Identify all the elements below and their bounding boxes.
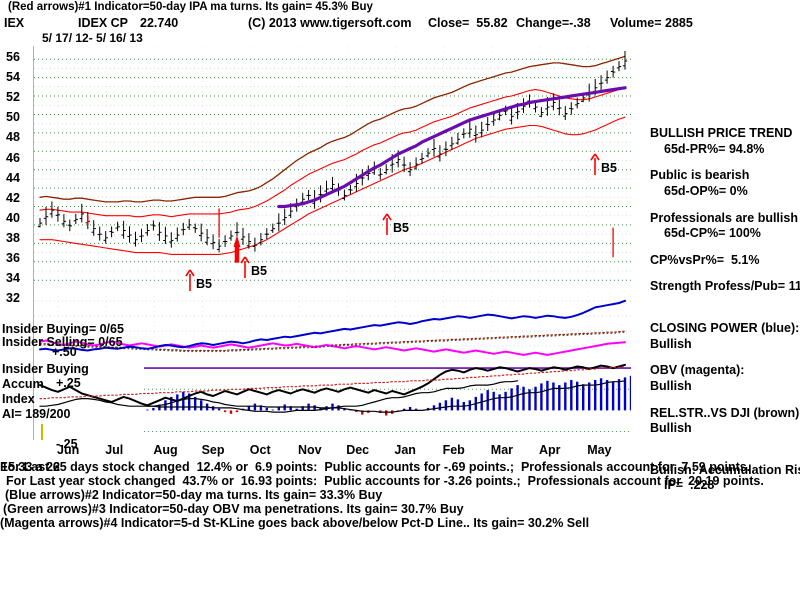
ticker-symbol: IEX — [4, 16, 25, 30]
month-tick: Jun — [57, 443, 80, 457]
month-tick: Sep — [201, 443, 225, 457]
volume-value: Volume= 2885 — [610, 16, 693, 30]
info-group: Public is bearish 65d-OP%= 0% — [650, 168, 800, 199]
price-tick: 40 — [6, 210, 20, 225]
price-tick: 54 — [6, 70, 20, 85]
up-arrow-icon — [382, 213, 392, 235]
price-tick: 50 — [6, 110, 20, 125]
price-tick: 44 — [6, 170, 20, 185]
subtick-plus-25: +.25 — [56, 376, 81, 390]
subtick-minus-25: - 25 — [56, 437, 78, 451]
info-status: Bullish — [650, 378, 692, 393]
price-tick: 42 — [6, 190, 20, 205]
month-tick: May — [587, 443, 612, 457]
info-group: CP%vsPr%= 5.1% — [650, 253, 800, 269]
close-price: Close= 55.82 — [428, 16, 508, 30]
chart-canvas — [34, 46, 631, 440]
info-heading: Public is bearish — [650, 168, 750, 183]
info-subvalue: 65d-CP%= 100% — [664, 226, 761, 241]
info-group: Strength Profess/Pub= 11 — [650, 279, 800, 295]
info-status: Bullish — [650, 336, 692, 351]
footer-year-summary: For Last year stock changed 43.7% or 16.… — [6, 474, 764, 488]
insider-buying-label: Insider Buying= 0/65 — [2, 322, 124, 336]
price-tick: 38 — [6, 230, 20, 245]
month-tick: Oct — [249, 443, 271, 457]
accum-title-line2: Accum — [2, 377, 44, 391]
price-tick: 32 — [6, 291, 20, 306]
footer-65day-summary: For Last 65 days stock changed 12.4% or … — [0, 460, 751, 474]
info-heading: CP%vsPr%= 5.1% — [650, 252, 760, 267]
info-subvalue: 65d-OP%= 0% — [664, 183, 748, 198]
copyright-notice: (C) 2013 www.tigersoft.com — [248, 16, 412, 30]
month-tick: Feb — [442, 443, 465, 457]
info-heading: Professionals are bullish — [650, 210, 798, 225]
indicator-3-line: (Green arrows)#3 Indicator=50-day OBV ma… — [3, 502, 464, 516]
insider-selling-label: Insider Selling= 0/65 — [2, 335, 123, 349]
info-group: BULLISH PRICE TREND 65d-PR%= 94.8% — [650, 126, 800, 157]
info-subvalue: IP= .228 — [664, 478, 715, 493]
month-tick: Aug — [153, 443, 178, 457]
info-heading: BULLISH PRICE TREND — [650, 126, 793, 140]
price-tick: 48 — [6, 130, 20, 145]
cp-value: 22.740 — [140, 16, 179, 30]
month-tick: Dec — [346, 443, 370, 457]
info-group: Professionals are bullish 65d-CP%= 100% — [650, 211, 800, 242]
chart-plot-area[interactable] — [33, 46, 631, 440]
info-heading: REL.STR..VS DJI (brown) — [650, 405, 800, 420]
month-tick: Jul — [105, 443, 124, 457]
buy-signal-label: B5 — [393, 221, 409, 235]
up-arrow-icon — [240, 256, 250, 278]
month-tick: Nov — [298, 443, 322, 457]
company-name: IDEX CP — [78, 16, 129, 30]
info-status: Bullish — [650, 421, 692, 436]
info-group: Bullish: Accumulation Risi IP= .228 — [650, 463, 800, 494]
info-heading: CLOSING POWER (blue): — [650, 321, 800, 335]
info-heading: Strength Profess/Pub= 11 — [650, 279, 800, 294]
buy-signal-label: B5 — [251, 264, 267, 278]
price-tick: 52 — [6, 90, 20, 105]
info-group: CLOSING POWER (blue): Bullish — [650, 321, 800, 352]
price-tick: 36 — [6, 251, 20, 265]
date-range: 5/ 17/ 12- 5/ 16/ 13 — [42, 31, 143, 45]
month-tick: Mar — [490, 443, 514, 457]
info-subvalue: 65d-PR%= 94.8% — [664, 141, 765, 156]
up-arrow-icon — [590, 153, 600, 175]
analysis-info-panel: BULLISH PRICE TREND 65d-PR%= 94.8% Public … — [650, 126, 800, 505]
accum-title-line3: Index — [2, 392, 35, 406]
indicator-1-headline: (Red arrows)#1 Indicator=50-day IPA ma t… — [8, 1, 373, 13]
price-tick: 46 — [6, 150, 20, 165]
indicator-2-line: (Blue arrows)#2 Indicator=50-day ma turn… — [5, 488, 383, 502]
info-group: REL.STR..VS DJI (brown) Bullish — [650, 406, 800, 437]
accum-ai-value: AI= 189/200 — [2, 407, 71, 421]
subtick-plus-50: +.50 — [52, 345, 77, 359]
buy-signal-label: B5 — [601, 161, 617, 175]
buy-signal-label: B5 — [196, 277, 212, 291]
footer-overlap-value: 15.33 a 22 — [1, 460, 61, 474]
info-heading: Bullish: Accumulation Risi — [650, 462, 800, 477]
info-heading: OBV (magenta): — [650, 363, 745, 378]
price-tick: 34 — [6, 271, 20, 286]
accum-title-line1: Insider Buying — [2, 362, 89, 376]
indicator-4-line: (Magenta arrows)#4 Indicator=5-d St-KLin… — [0, 516, 590, 530]
month-tick: Jan — [394, 443, 416, 457]
month-tick: Apr — [539, 443, 561, 457]
price-tick: 56 — [6, 50, 20, 64]
price-change: Change=-.38 — [516, 16, 591, 30]
info-group: OBV (magenta): Bullish — [650, 363, 800, 394]
up-arrow-icon — [185, 269, 195, 291]
